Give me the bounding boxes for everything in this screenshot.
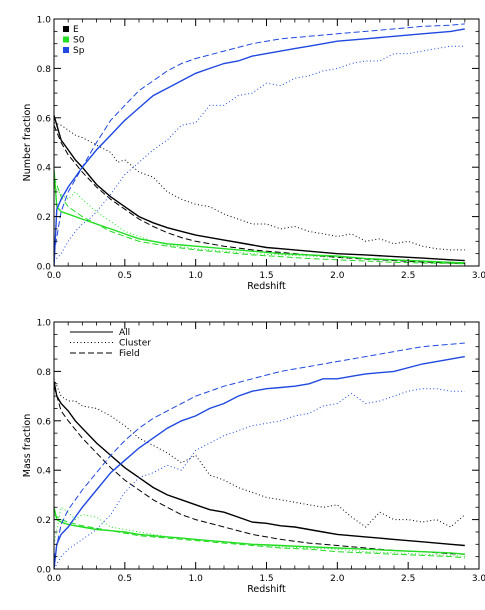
y-tick-label: 0.0 bbox=[37, 566, 52, 576]
series-line-e-dashed bbox=[54, 386, 465, 555]
legend-swatch-s0 bbox=[63, 36, 69, 43]
x-tick-label: 0.5 bbox=[118, 574, 132, 584]
series-line-sp-dotted bbox=[54, 45, 465, 262]
x-tick-label: 2.5 bbox=[401, 271, 415, 281]
x-axis-title: Redshift bbox=[247, 281, 286, 292]
y-tick-label: 0.2 bbox=[37, 213, 51, 223]
series-line-e-solid bbox=[54, 381, 465, 547]
legend-label: Cluster bbox=[119, 339, 151, 349]
y-axis-title: Mass fraction bbox=[22, 414, 33, 477]
y-tick-label: 0.2 bbox=[37, 516, 51, 526]
y-tick-label: 1.0 bbox=[37, 319, 52, 329]
legend-label: Sp bbox=[73, 46, 85, 56]
x-axis-title: Redshift bbox=[247, 584, 286, 595]
x-tick-label: 3.0 bbox=[472, 271, 485, 281]
x-tick-label: 3.0 bbox=[472, 574, 485, 584]
legend-label: All bbox=[119, 328, 130, 338]
y-tick-label: 0.8 bbox=[37, 65, 52, 75]
x-tick-label: 0.5 bbox=[118, 271, 132, 281]
x-tick-label: 2.0 bbox=[330, 574, 345, 584]
series-line-e-solid bbox=[54, 115, 465, 262]
x-tick-label: 2.5 bbox=[401, 574, 415, 584]
series-line-sp-dashed bbox=[54, 342, 465, 560]
y-tick-label: 0.4 bbox=[37, 467, 52, 477]
x-tick-label: 0.0 bbox=[47, 271, 62, 281]
y-axis-title: Number fraction bbox=[22, 104, 33, 182]
x-tick-label: 2.0 bbox=[330, 271, 345, 281]
legend-swatch-e bbox=[63, 26, 69, 32]
x-tick-label: 0.0 bbox=[47, 574, 62, 584]
series-line-s0-dashed bbox=[54, 176, 465, 265]
y-tick-label: 0.8 bbox=[37, 368, 52, 378]
y-tick-label: 0.0 bbox=[37, 263, 52, 273]
series-group bbox=[54, 23, 465, 266]
series-line-sp-solid bbox=[54, 355, 465, 569]
y-tick-label: 0.4 bbox=[37, 164, 52, 174]
y-tick-label: 1.0 bbox=[37, 16, 52, 26]
x-tick-label: 1.0 bbox=[189, 574, 204, 584]
series-group bbox=[54, 342, 466, 569]
series-line-s0-dotted bbox=[54, 186, 465, 264]
x-tick-label: 1.0 bbox=[189, 271, 204, 281]
series-line-sp-dashed bbox=[54, 23, 465, 254]
x-tick-label: 1.5 bbox=[259, 271, 273, 281]
y-tick-label: 0.6 bbox=[37, 114, 52, 124]
y-tick-label: 0.6 bbox=[37, 417, 52, 427]
series-line-s0-solid bbox=[54, 169, 465, 264]
series-line-s0-solid bbox=[54, 507, 465, 555]
series-line-sp-dotted bbox=[54, 388, 465, 569]
series-line-sp-solid bbox=[54, 28, 465, 266]
series-line-e-dashed bbox=[54, 125, 465, 264]
series-line-e-dotted bbox=[54, 122, 465, 251]
legend-label: S0 bbox=[73, 36, 85, 46]
legend-label: Field bbox=[119, 349, 140, 359]
legend-label: E bbox=[73, 25, 79, 35]
number-fraction-panel: 0.0 0.5 1.0 1.5 2.0 2.5 3.0 0.0 0.2 0.4 0.6 0.8 1.0 R… bbox=[22, 16, 485, 293]
plot-frame bbox=[53, 18, 480, 267]
series-line-s0-dotted bbox=[54, 506, 465, 558]
mass-fraction-panel: 0.0 0.5 1.0 1.5 2.0 2.5 3.0 0.0 0.2 0.4 0.6 0.8 1.0 R… bbox=[22, 319, 485, 596]
series-line-e-dotted bbox=[54, 378, 466, 528]
x-tick-label: 1.5 bbox=[259, 574, 273, 584]
legend-swatch-sp bbox=[63, 47, 69, 53]
